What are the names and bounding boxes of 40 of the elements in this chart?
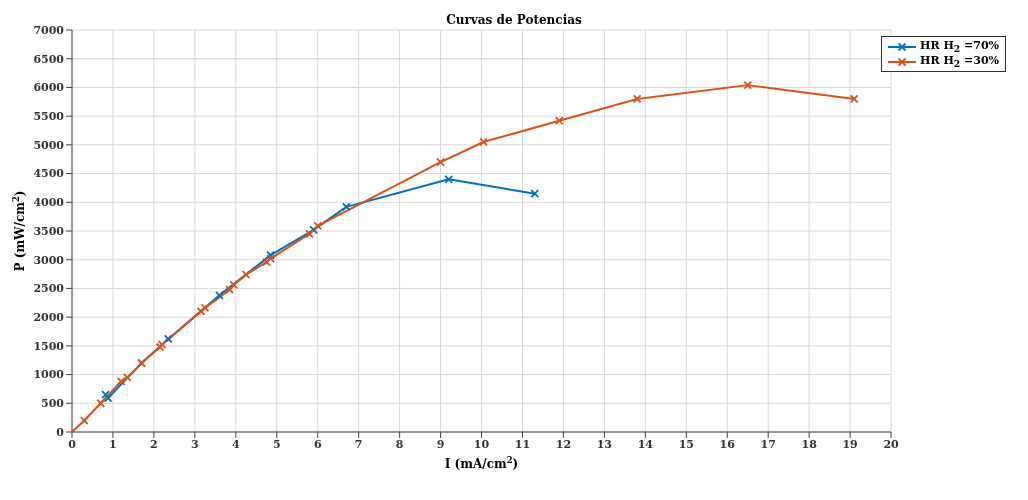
x-tick-label: 17 xyxy=(760,437,776,451)
x-tick-label: 19 xyxy=(842,437,858,451)
y-tick-label: 4000 xyxy=(33,196,65,210)
x-tick-label: 13 xyxy=(596,437,613,451)
x-tick-label: 15 xyxy=(678,437,694,451)
legend-label: HR H$_{2}$ =70% xyxy=(920,39,999,55)
x-tick-label: 14 xyxy=(637,437,654,451)
y-tick-label: 2500 xyxy=(33,282,65,296)
y-tick-label: 5000 xyxy=(33,138,65,152)
x-tick-label: 12 xyxy=(555,437,572,451)
x-tick-label: 6 xyxy=(313,437,322,451)
legend-label: HR H$_{2}$ =30% xyxy=(920,54,999,70)
x-tick-label: 20 xyxy=(883,437,900,451)
y-tick-label: 5500 xyxy=(33,110,65,124)
x-tick-label: 9 xyxy=(436,437,445,451)
x-tick-label: 5 xyxy=(272,437,281,451)
y-tick-label: 0 xyxy=(56,425,65,439)
x-tick-label: 8 xyxy=(395,437,404,451)
y-tick-label: 1000 xyxy=(33,368,65,382)
y-tick-label: 1500 xyxy=(33,339,65,353)
x-tick-label: 7 xyxy=(354,437,363,451)
y-tick-label: 6000 xyxy=(33,81,65,95)
y-tick-label: 4500 xyxy=(33,167,65,181)
x-axis-title: I (mA/cm$^{2}$) xyxy=(444,455,519,471)
x-tick-label: 2 xyxy=(150,437,158,451)
chart-title: Curvas de Potencias xyxy=(446,13,582,27)
x-tick-label: 3 xyxy=(191,437,199,451)
x-tick-label: 10 xyxy=(473,437,490,451)
y-tick-label: 7000 xyxy=(33,23,65,37)
y-tick-label: 500 xyxy=(41,397,65,411)
x-tick-label: 1 xyxy=(109,437,117,451)
y-tick-label: 2000 xyxy=(33,311,65,325)
y-tick-label: 3000 xyxy=(33,253,65,267)
x-tick-label: 0 xyxy=(68,437,77,451)
y-tick-label: 3500 xyxy=(33,224,65,238)
x-tick-label: 18 xyxy=(801,437,818,451)
x-tick-label: 16 xyxy=(719,437,736,451)
x-tick-label: 11 xyxy=(514,437,531,451)
y-tick-label: 6500 xyxy=(33,52,65,66)
x-tick-label: 4 xyxy=(231,437,240,451)
